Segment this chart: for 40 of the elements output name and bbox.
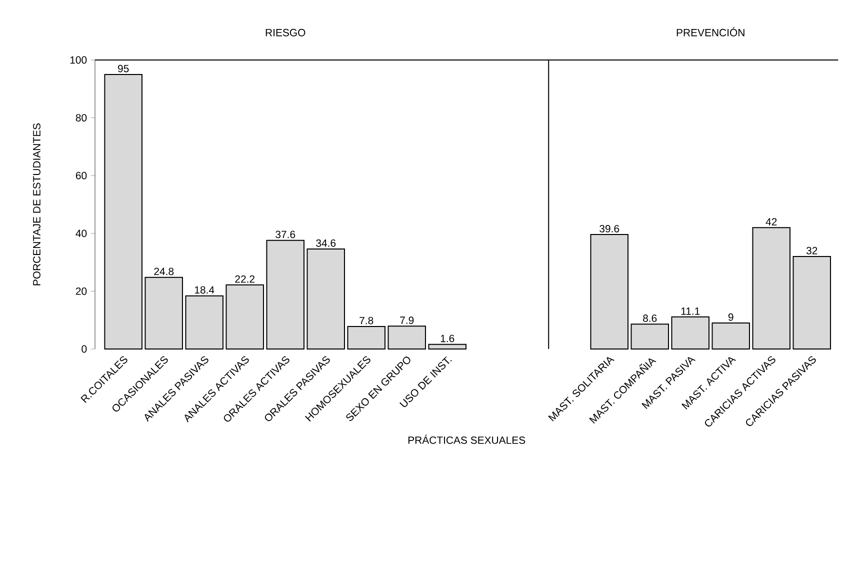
- data-label: 37.6: [276, 230, 296, 238]
- data-label: 39.6: [600, 224, 620, 232]
- y-tick-label: 80: [76, 114, 87, 122]
- y-axis-title: PORCENTAJE DE ESTUDIANTES: [33, 123, 40, 286]
- y-tick-label: 0: [82, 345, 87, 353]
- x-axis-title: PRÁCTICAS SEXUALES: [408, 434, 526, 444]
- data-label: 32: [806, 246, 818, 254]
- data-label: 95: [118, 64, 129, 72]
- data-label: 22.2: [235, 275, 254, 283]
- bar: [388, 326, 426, 350]
- data-label: 7.9: [400, 316, 414, 324]
- y-tick-label: 100: [70, 56, 87, 64]
- data-label: 42: [766, 218, 777, 226]
- text: RIESGO: [266, 28, 306, 36]
- bar: [226, 284, 264, 350]
- y-tick-label: 20: [76, 288, 87, 295]
- data-label: 18.4: [194, 286, 214, 294]
- bar: [266, 240, 304, 350]
- bar: [104, 74, 142, 350]
- bar: [306, 248, 345, 350]
- data-label: 1.6: [440, 334, 454, 342]
- bar: [347, 326, 386, 350]
- data-label: 24.8: [154, 268, 174, 276]
- bar: [630, 324, 669, 350]
- data-label: 34.6: [316, 239, 336, 247]
- y-tick-label: 40: [76, 230, 87, 238]
- bar: [792, 256, 831, 350]
- bar: [185, 295, 224, 350]
- data-label: 9: [728, 313, 734, 321]
- data-label: 8.6: [643, 314, 657, 322]
- bar: [752, 227, 790, 350]
- text: PREVENCIÓN: [676, 27, 744, 36]
- bar: [144, 276, 183, 350]
- bar: [712, 322, 750, 350]
- data-label: 7.8: [360, 316, 374, 324]
- bar: [428, 344, 466, 350]
- bar: [671, 316, 710, 350]
- bar: [590, 234, 628, 350]
- data-label: 11.1: [681, 308, 700, 315]
- y-tick-label: 60: [76, 172, 87, 180]
